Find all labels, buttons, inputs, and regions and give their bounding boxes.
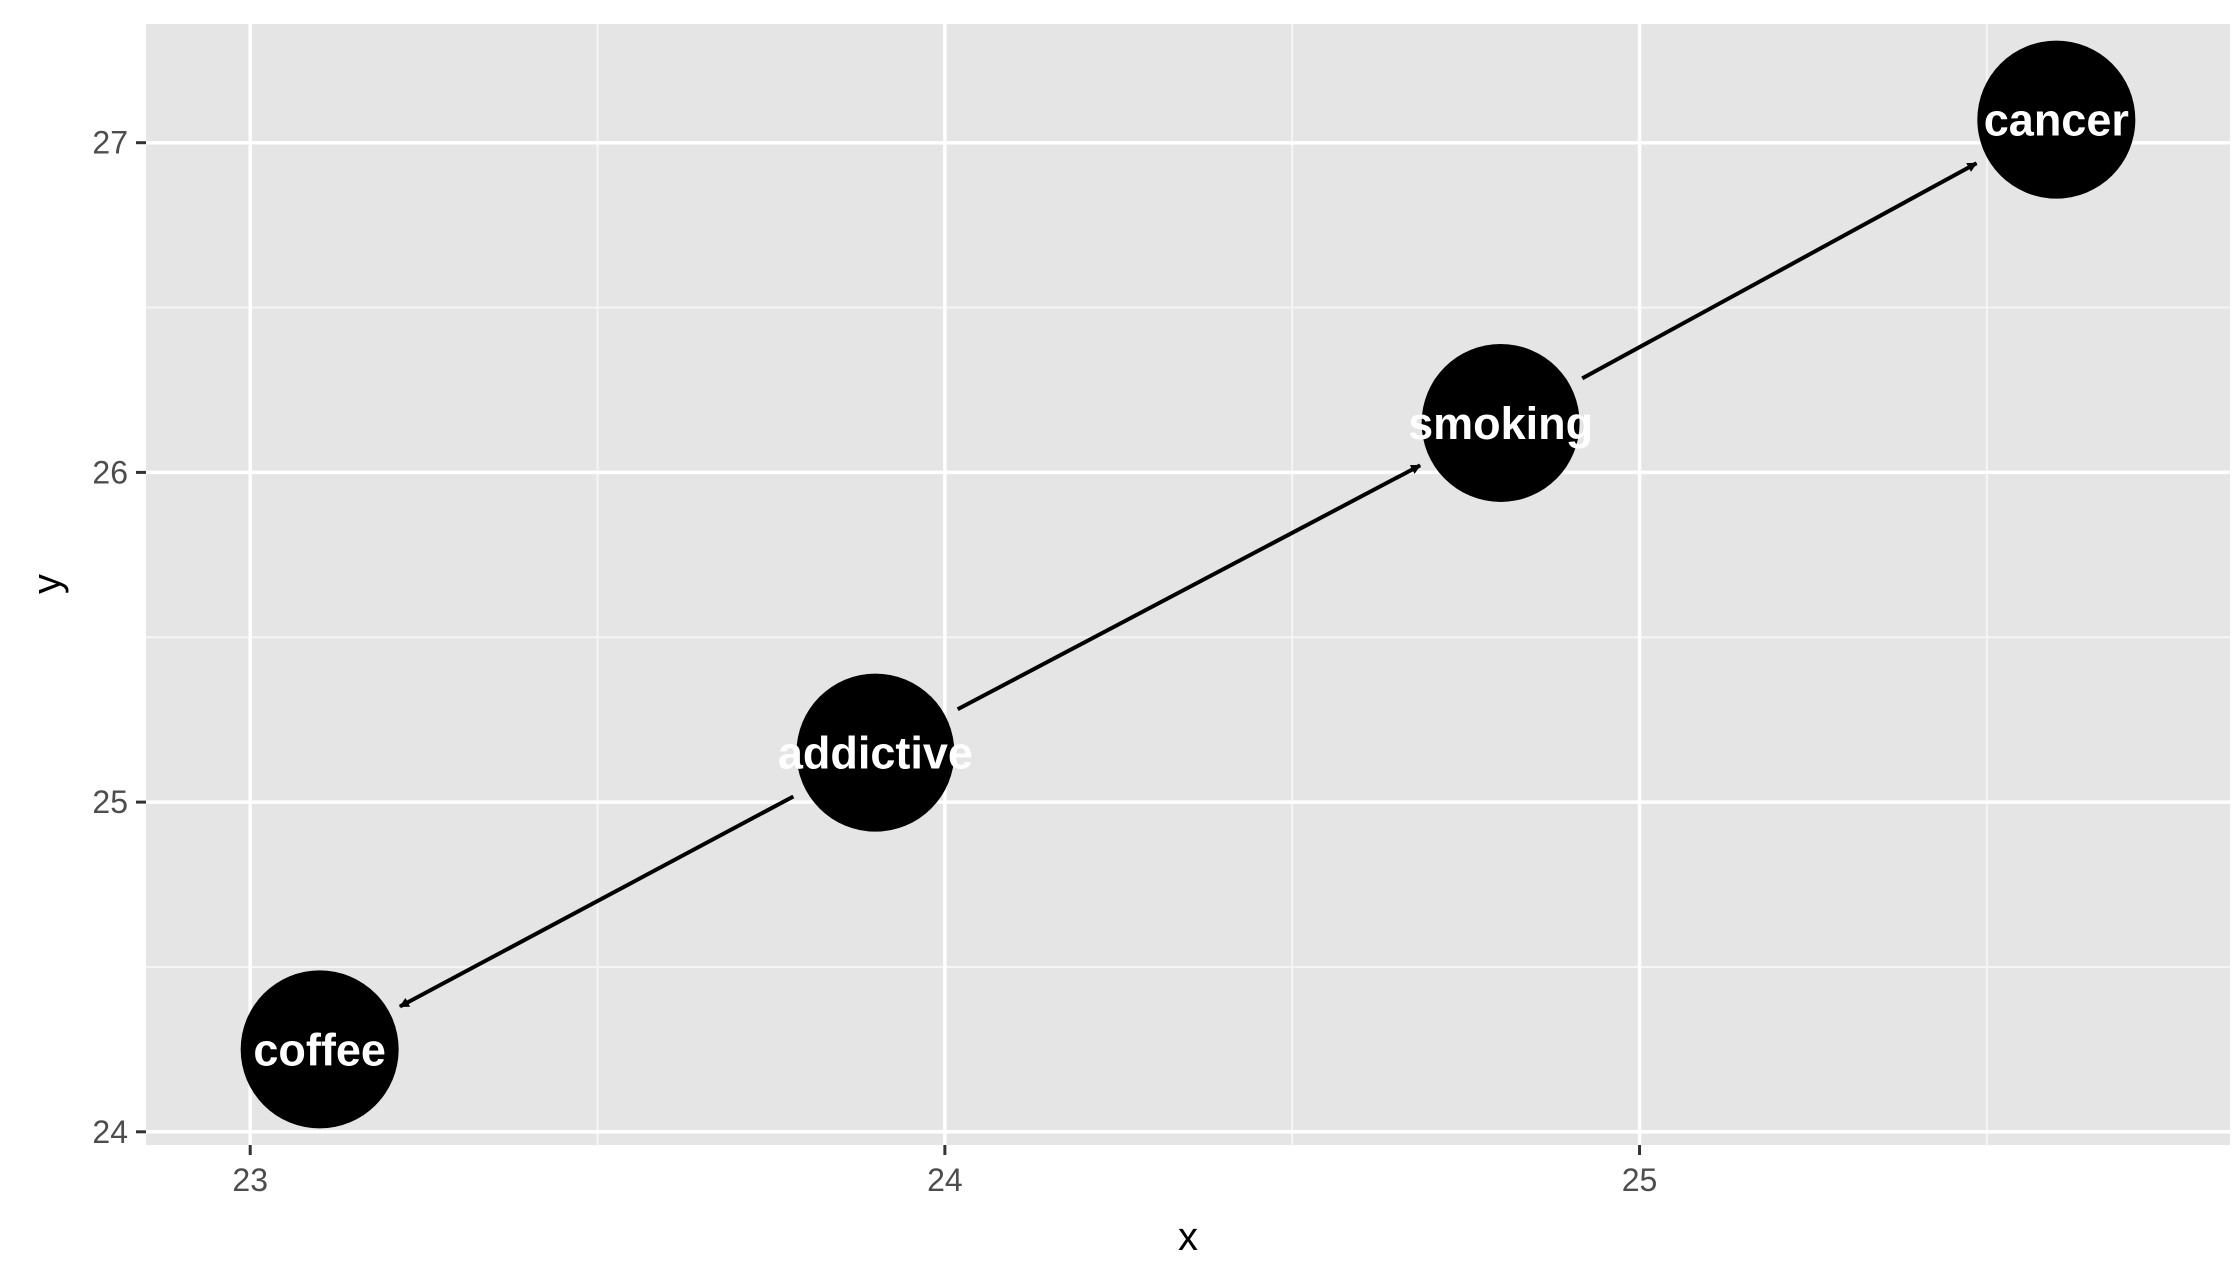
node-label-addictive: addictive (778, 728, 973, 779)
node-label-smoking: smoking (1408, 398, 1593, 449)
x-tick-label-25: 25 (1622, 1162, 1658, 1198)
edge-addictive-to-smoking (956, 463, 1422, 712)
y-tick-label-25: 25 (92, 784, 128, 820)
node-coffee: coffee (240, 970, 399, 1129)
grid-minor-lines (146, 24, 2230, 1145)
node-label-cancer: cancer (1984, 95, 2129, 146)
x-tick-label-23: 23 (232, 1162, 268, 1198)
dag-nodes: coffee addictive smoking cancer (240, 40, 2136, 1129)
x-tick-label-24: 24 (927, 1162, 963, 1198)
axis-ticks (136, 141, 1642, 1155)
node-circle-smoking (1421, 343, 1580, 502)
node-smoking: smoking (1408, 343, 1593, 502)
y-tick-label-27: 27 (92, 125, 128, 161)
node-circle-addictive (796, 673, 955, 832)
grid-major-lines (146, 24, 2230, 1145)
y-axis-tick-labels: 24 25 26 27 (92, 125, 128, 1150)
node-cancer: cancer (1977, 40, 2136, 199)
edge-smoking-to-cancer (1581, 161, 1978, 381)
dag-edges (398, 161, 1978, 1009)
node-circle-cancer (1977, 40, 2136, 199)
edge-addictive-to-coffee (398, 794, 795, 1009)
y-axis-title: y (25, 574, 69, 594)
y-tick-label-26: 26 (92, 454, 128, 490)
node-circle-coffee (240, 970, 399, 1129)
x-axis-title: x (1178, 1215, 1198, 1259)
y-tick-label-24: 24 (92, 1114, 128, 1150)
x-axis-tick-labels: 23 24 25 (232, 1162, 1657, 1198)
node-label-coffee: coffee (253, 1024, 386, 1075)
node-addictive: addictive (778, 673, 973, 832)
